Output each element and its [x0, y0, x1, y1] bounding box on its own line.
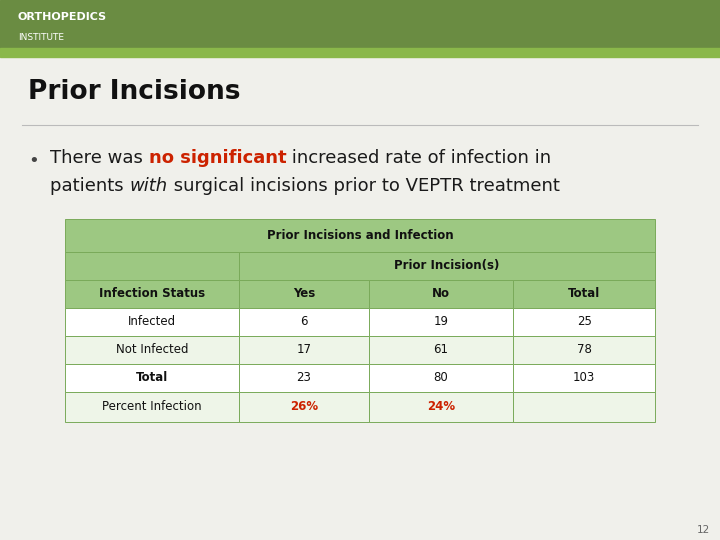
Bar: [513, 392, 655, 422]
Text: Prior Incision(s): Prior Incision(s): [395, 259, 500, 272]
Text: 61: 61: [433, 343, 449, 356]
Text: 6: 6: [300, 315, 307, 328]
Bar: [239, 336, 369, 364]
Text: INSTITUTE: INSTITUTE: [18, 33, 64, 42]
Bar: [239, 280, 369, 308]
Text: 26%: 26%: [290, 401, 318, 414]
Bar: [239, 364, 369, 392]
Text: Total: Total: [568, 287, 600, 300]
Text: 78: 78: [577, 343, 592, 356]
Bar: [0, 0, 720, 50]
Bar: [65, 219, 655, 252]
Bar: [239, 308, 369, 336]
Bar: [65, 308, 239, 336]
Text: 80: 80: [433, 372, 449, 384]
Bar: [369, 308, 513, 336]
Text: 24%: 24%: [427, 401, 455, 414]
Text: Not Infected: Not Infected: [116, 343, 188, 356]
Text: Prior Incisions and Infection: Prior Incisions and Infection: [266, 229, 454, 242]
Text: 12: 12: [697, 525, 710, 535]
Text: There was: There was: [50, 148, 148, 167]
Text: patients: patients: [50, 177, 130, 195]
Text: 19: 19: [433, 315, 449, 328]
Bar: [65, 392, 239, 422]
Bar: [239, 392, 369, 422]
Bar: [65, 280, 239, 308]
Bar: [0, 48, 720, 57]
Text: Infected: Infected: [128, 315, 176, 328]
Bar: [513, 336, 655, 364]
Bar: [239, 252, 655, 280]
Bar: [513, 308, 655, 336]
Text: 17: 17: [297, 343, 312, 356]
Text: increased rate of infection in: increased rate of infection in: [287, 148, 552, 167]
Text: 103: 103: [573, 372, 595, 384]
Text: with: with: [130, 177, 168, 195]
Bar: [65, 364, 239, 392]
Text: •: •: [28, 152, 39, 170]
Text: Infection Status: Infection Status: [99, 287, 205, 300]
Text: Percent Infection: Percent Infection: [102, 401, 202, 414]
Bar: [513, 280, 655, 308]
Bar: [369, 336, 513, 364]
Text: surgical incisions prior to VEPTR treatment: surgical incisions prior to VEPTR treatm…: [168, 177, 559, 195]
Text: no significant: no significant: [148, 148, 287, 167]
Text: 25: 25: [577, 315, 592, 328]
Text: ORTHOPEDICS: ORTHOPEDICS: [18, 12, 107, 23]
Bar: [65, 336, 239, 364]
Text: 23: 23: [297, 372, 311, 384]
Bar: [369, 280, 513, 308]
Bar: [65, 252, 239, 280]
Text: No: No: [432, 287, 450, 300]
Bar: [369, 392, 513, 422]
Text: Yes: Yes: [293, 287, 315, 300]
Text: Total: Total: [136, 372, 168, 384]
Text: Prior Incisions: Prior Incisions: [28, 79, 240, 105]
Bar: [369, 364, 513, 392]
Bar: [513, 364, 655, 392]
